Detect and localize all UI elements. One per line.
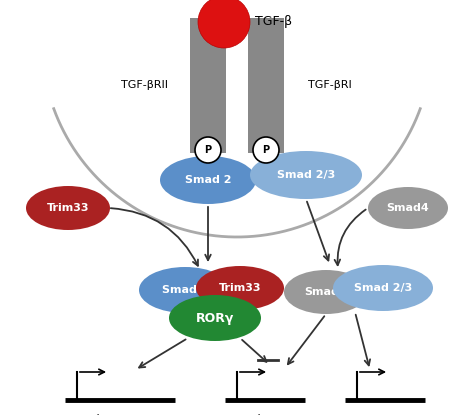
Ellipse shape (169, 295, 261, 341)
Text: Trim33: Trim33 (47, 203, 89, 213)
Text: Trim33: Trim33 (219, 283, 261, 293)
Text: Il10: Il10 (254, 414, 276, 415)
Text: Smad4: Smad4 (305, 287, 347, 297)
Text: P: P (204, 145, 211, 155)
Text: TGF-βRII: TGF-βRII (121, 80, 168, 90)
Circle shape (195, 137, 221, 163)
Text: Smad 2: Smad 2 (162, 285, 208, 295)
Ellipse shape (26, 186, 110, 230)
Text: RORγ: RORγ (196, 312, 234, 325)
Text: TGF-βRI: TGF-βRI (308, 80, 352, 90)
Ellipse shape (250, 151, 362, 199)
Bar (190, 18, 226, 153)
Ellipse shape (139, 267, 231, 313)
Text: Foxp3: Foxp3 (367, 414, 403, 415)
Ellipse shape (333, 265, 433, 311)
Text: Smad 2/3: Smad 2/3 (277, 170, 335, 180)
Bar (248, 18, 284, 153)
Ellipse shape (284, 270, 368, 314)
Text: P: P (263, 145, 270, 155)
Text: Il17, Ccr6: Il17, Ccr6 (92, 414, 148, 415)
Ellipse shape (160, 156, 256, 204)
Text: Smad 2: Smad 2 (185, 175, 231, 185)
Text: Smad4: Smad4 (387, 203, 429, 213)
Ellipse shape (368, 187, 448, 229)
Circle shape (198, 0, 250, 48)
Text: Smad 2/3: Smad 2/3 (354, 283, 412, 293)
Text: TGF-β: TGF-β (255, 15, 292, 29)
Ellipse shape (196, 266, 284, 310)
Circle shape (253, 137, 279, 163)
